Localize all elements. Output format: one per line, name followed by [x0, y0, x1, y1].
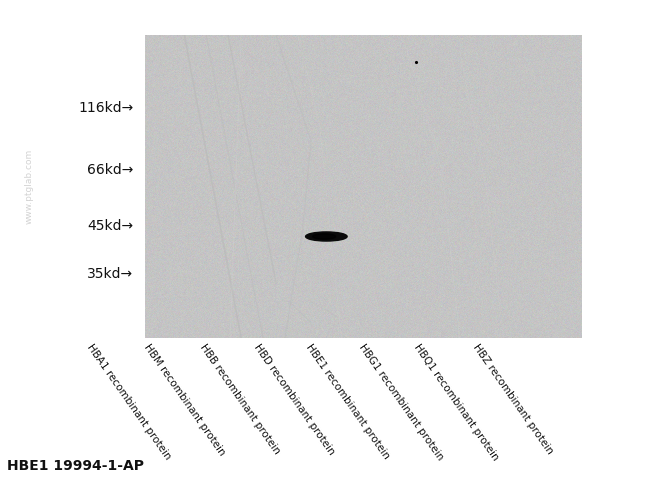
- Text: 66kd→: 66kd→: [87, 163, 133, 177]
- Text: HBE1 19994-1-AP: HBE1 19994-1-AP: [7, 459, 144, 473]
- Text: HBM recombinant protein: HBM recombinant protein: [142, 343, 227, 458]
- Text: HBG1 recombinant protein: HBG1 recombinant protein: [358, 343, 445, 463]
- Text: HBQ1 recombinant protein: HBQ1 recombinant protein: [412, 343, 500, 463]
- Text: HBD recombinant protein: HBD recombinant protein: [252, 343, 336, 457]
- Ellipse shape: [306, 232, 347, 241]
- Text: 35kd→: 35kd→: [87, 267, 133, 282]
- Ellipse shape: [313, 234, 335, 239]
- Text: 116kd→: 116kd→: [78, 101, 133, 115]
- Text: HBA1 recombinant protein: HBA1 recombinant protein: [84, 343, 172, 462]
- Text: www.ptglab.com: www.ptglab.com: [25, 149, 34, 224]
- Text: HBB recombinant protein: HBB recombinant protein: [198, 343, 281, 456]
- Text: HBZ recombinant protein: HBZ recombinant protein: [471, 343, 554, 456]
- Text: HBE1 recombinant protein: HBE1 recombinant protein: [304, 343, 391, 461]
- Text: 45kd→: 45kd→: [87, 219, 133, 233]
